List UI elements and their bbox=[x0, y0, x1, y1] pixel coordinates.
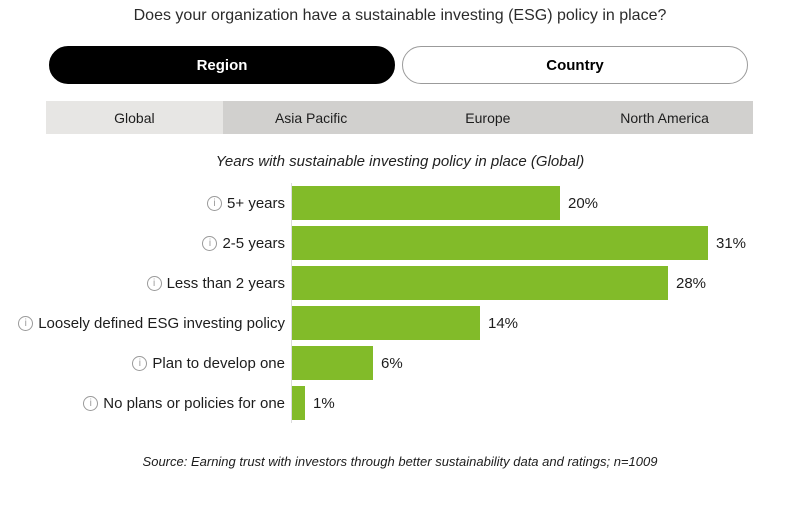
info-icon[interactable]: i bbox=[132, 355, 148, 371]
category-label-row: i 2-5 years bbox=[0, 223, 291, 263]
bar-row: 1% bbox=[292, 383, 800, 423]
chart-title: Years with sustainable investing policy … bbox=[215, 153, 585, 170]
source-note: Source: Earning trust with investors thr… bbox=[142, 454, 658, 469]
bars-column: 20% 31% 28% 14% 6% 1% bbox=[291, 183, 800, 423]
tab-europe[interactable]: Europe bbox=[399, 101, 577, 134]
info-icon[interactable]: i bbox=[202, 235, 218, 251]
category-label-row: i Less than 2 years bbox=[0, 263, 291, 303]
tab-asia-pacific[interactable]: Asia Pacific bbox=[222, 101, 400, 134]
bar-value-label: 31% bbox=[716, 234, 747, 252]
category-label: 5+ years bbox=[227, 194, 285, 212]
category-label-row: i Loosely defined ESG investing policy bbox=[0, 303, 291, 343]
region-tabs: Global Asia Pacific Europe North America bbox=[46, 101, 753, 134]
bar-plan-to-develop bbox=[292, 346, 373, 380]
bar-value-label: 14% bbox=[488, 314, 519, 332]
category-label-row: i No plans or policies for one bbox=[0, 383, 291, 423]
category-label-row: i Plan to develop one bbox=[0, 343, 291, 383]
bar-chart: i 5+ years i 2-5 years i Less than 2 yea… bbox=[0, 183, 800, 423]
category-label: Plan to develop one bbox=[152, 354, 285, 372]
tab-global[interactable]: Global bbox=[46, 101, 223, 134]
bar-value-label: 28% bbox=[676, 274, 707, 292]
info-icon[interactable]: i bbox=[83, 395, 99, 411]
country-toggle-button[interactable]: Country bbox=[402, 46, 748, 84]
category-label: No plans or policies for one bbox=[103, 394, 285, 412]
bar-row: 31% bbox=[292, 223, 800, 263]
bar-row: 6% bbox=[292, 343, 800, 383]
info-icon[interactable]: i bbox=[18, 315, 34, 331]
bar-row: 14% bbox=[292, 303, 800, 343]
bar-no-plans bbox=[292, 386, 305, 420]
info-icon[interactable]: i bbox=[207, 195, 223, 211]
info-icon[interactable]: i bbox=[146, 275, 162, 291]
category-labels-column: i 5+ years i 2-5 years i Less than 2 yea… bbox=[0, 183, 291, 423]
bar-value-label: 20% bbox=[568, 194, 599, 212]
category-label: 2-5 years bbox=[222, 234, 285, 252]
bar-2-5-years bbox=[292, 226, 708, 260]
bar-value-label: 1% bbox=[313, 394, 335, 412]
region-country-toggle: Region Country bbox=[49, 46, 748, 84]
tab-north-america[interactable]: North America bbox=[576, 101, 753, 134]
bar-row: 28% bbox=[292, 263, 800, 303]
bar-value-label: 6% bbox=[381, 354, 403, 372]
category-label: Less than 2 years bbox=[166, 274, 285, 292]
region-toggle-button[interactable]: Region bbox=[49, 46, 395, 84]
category-label: Loosely defined ESG investing policy bbox=[38, 314, 285, 332]
bar-less-than-2-years bbox=[292, 266, 668, 300]
bar-5-plus-years bbox=[292, 186, 560, 220]
bar-loosely-defined-policy bbox=[292, 306, 480, 340]
category-label-row: i 5+ years bbox=[0, 183, 291, 223]
page-title: Does your organization have a sustainabl… bbox=[133, 7, 667, 24]
bar-row: 20% bbox=[292, 183, 800, 223]
